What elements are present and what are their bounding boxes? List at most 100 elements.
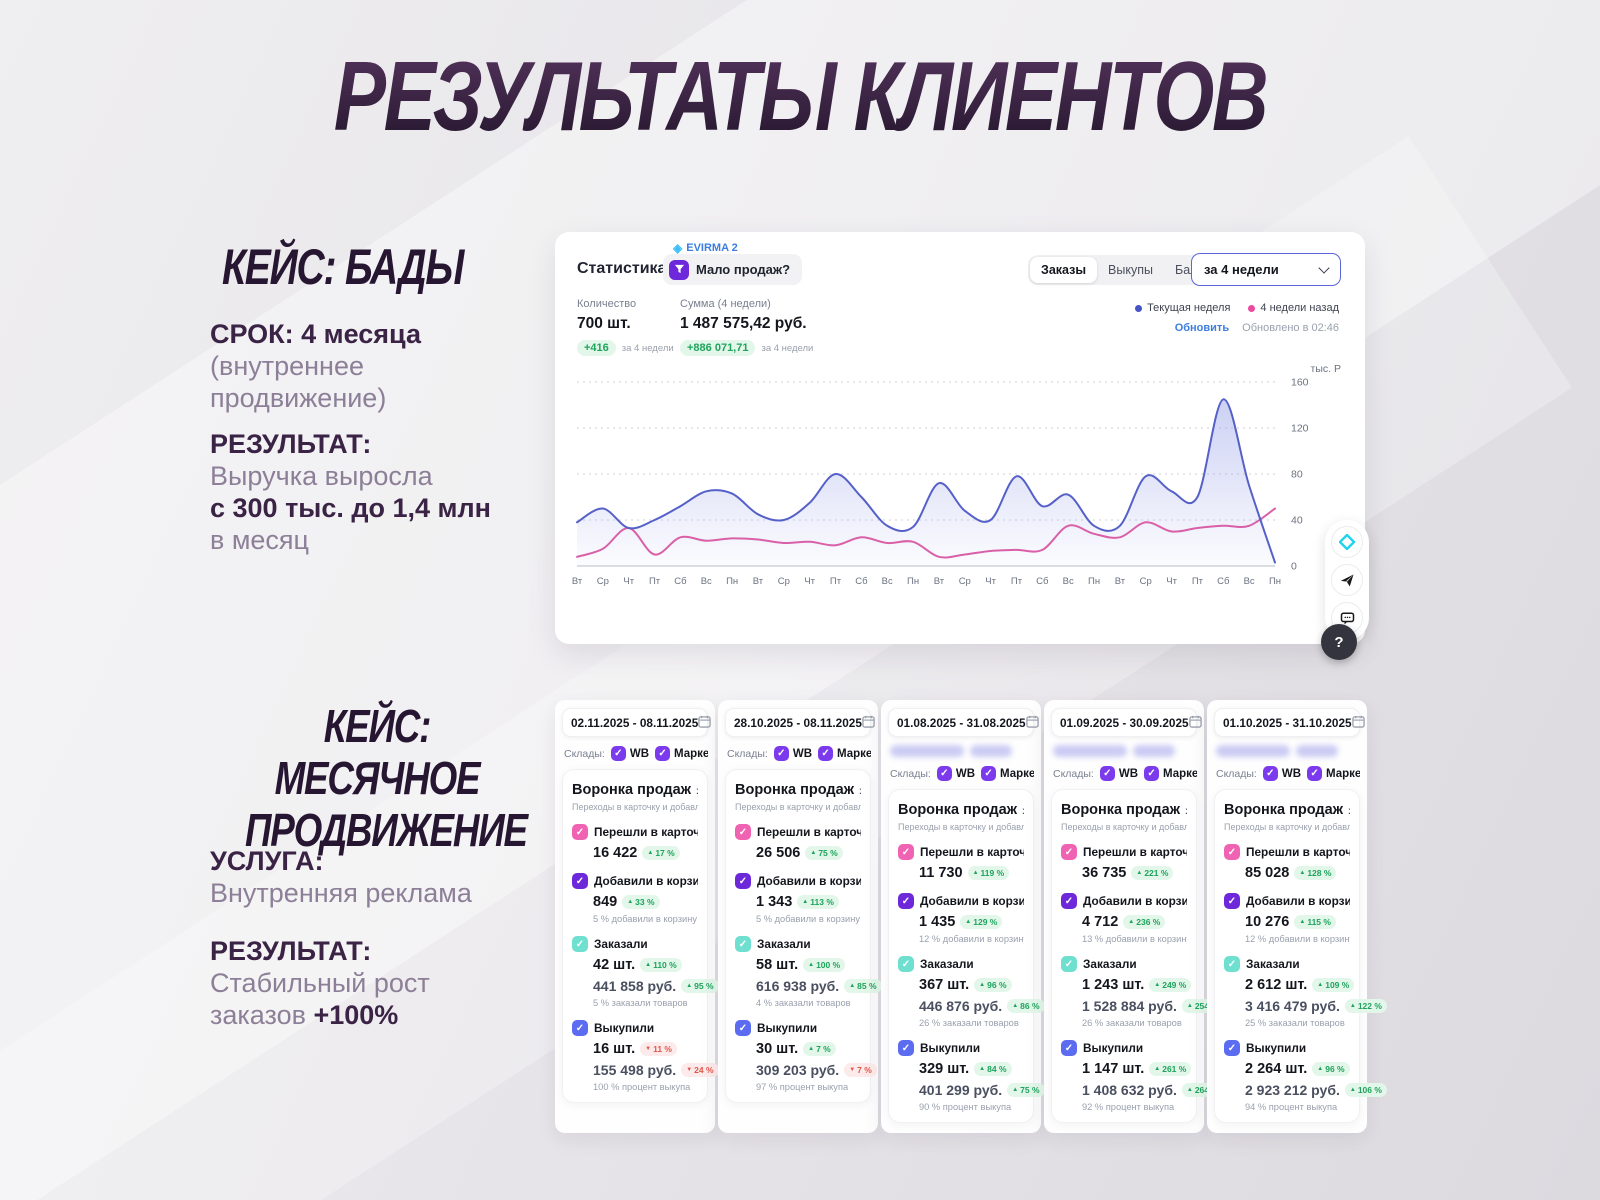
telegram-icon[interactable]: [1331, 564, 1363, 596]
step-delta-badge: ▲ 249 %: [1149, 978, 1192, 992]
funnel-step: ✓ Выкупили 1 147 шт. ▲ 261 % 1 408 632 руб…: [1061, 1040, 1224, 1112]
case1-result: РЕЗУЛЬТАТ: Выручка выросла с 300 тыс. до…: [210, 429, 491, 555]
step-note: 94 % процент выкупа: [1245, 1102, 1338, 1112]
funnel-title-link[interactable]: Воронка продаж›: [735, 782, 861, 798]
funnel-step: ✓ Перешли в карточку 85 028 ▲128 %: [1224, 844, 1350, 881]
step-value: 1 435: [919, 914, 956, 930]
step-checkbox[interactable]: ✓: [572, 873, 588, 889]
funnel-card: 01.09.2025 - 30.09.2025 Склады: ✓ WB ✓ М…: [1044, 700, 1224, 1133]
funnel-cards-row: 02.11.2025 - 08.11.2025 Склады: ✓ WB ✓ М…: [555, 700, 1387, 1133]
blurred-chip: [1053, 745, 1127, 757]
step-delta-badge: ▲ 85 %: [844, 979, 882, 993]
step-checkbox[interactable]: ✓: [572, 1020, 588, 1036]
step-checkbox[interactable]: ✓: [898, 1040, 914, 1056]
funnel-title-link[interactable]: Воронка продаж›: [1061, 802, 1187, 818]
step-name: Заказали: [757, 937, 811, 951]
case2-heading: КЕЙС: МЕСЯЧНОЕ ПРОДВИЖЕНИЕ: [245, 700, 528, 856]
date-range-picker[interactable]: 01.10.2025 - 31.10.2025: [1214, 708, 1365, 737]
funnel-title-link[interactable]: Воронка продаж›: [1224, 802, 1350, 818]
calendar-icon: [1351, 715, 1365, 731]
svg-text:Пт: Пт: [1011, 576, 1023, 587]
step-value: 85 028: [1245, 865, 1290, 881]
period-select[interactable]: за 4 недели: [1191, 253, 1341, 286]
step-checkbox[interactable]: ✓: [735, 824, 751, 840]
marketplace-checkbox[interactable]: ✓ Маркетплейс: [1307, 766, 1360, 781]
marketplace-checkbox[interactable]: ✓ Маркетплейс: [981, 766, 1034, 781]
step-checkbox[interactable]: ✓: [735, 873, 751, 889]
funnel-subtitle: Переходы в карточку и добавление в: [898, 822, 1024, 832]
funnel-card: 01.10.2025 - 31.10.2025 Склады: ✓ WB ✓ М…: [1207, 700, 1387, 1133]
chart-legend: Текущая неделя 4 недели назад: [1135, 302, 1339, 314]
step-delta-badge: ▼ 24 %: [681, 1063, 719, 1077]
app-logo-icon[interactable]: [1331, 526, 1363, 558]
wb-checkbox[interactable]: ✓ WB: [610, 746, 649, 761]
refresh-link[interactable]: Обновить: [1174, 322, 1230, 334]
step-name: Перешли в карточку: [1083, 845, 1187, 859]
step-note: 25 % заказали товаров: [1245, 1018, 1345, 1028]
tab-Заказы[interactable]: Заказы: [1030, 257, 1098, 283]
step-checkbox[interactable]: ✓: [898, 956, 914, 972]
funnel-step: ✓ Добавили в корзину 10 276 ▲115 % 12 % д…: [1224, 893, 1350, 944]
svg-text:Чт: Чт: [1166, 576, 1177, 587]
marketplace-checkbox[interactable]: ✓ Маркетплейс: [818, 746, 871, 761]
date-range-picker[interactable]: 01.09.2025 - 30.09.2025: [1051, 708, 1202, 737]
step-name: Добавили в корзину: [594, 874, 698, 888]
step-note: 100 % процент выкупа: [593, 1082, 691, 1092]
step-checkbox[interactable]: ✓: [572, 936, 588, 952]
help-button[interactable]: ?: [1321, 624, 1357, 660]
funnel-step: ✓ Перешли в карточку 36 735 ▲221 %: [1061, 844, 1187, 881]
step-name: Выкупили: [757, 1021, 818, 1035]
date-range-picker[interactable]: 01.08.2025 - 31.08.2025: [888, 708, 1039, 737]
chat-icon[interactable]: [1331, 602, 1363, 634]
step-checkbox[interactable]: ✓: [735, 936, 751, 952]
delta-badge: +886 071,71: [680, 340, 756, 356]
sales-funnel-panel: Воронка продаж› Переходы в карточку и до…: [562, 769, 719, 1103]
step-checkbox[interactable]: ✓: [735, 1020, 751, 1036]
evirma-brand: ◈ EVIRMA 2: [673, 241, 738, 255]
blurred-chip: [969, 745, 1013, 757]
tab-Выкупы[interactable]: Выкупы: [1108, 263, 1153, 277]
step-checkbox[interactable]: ✓: [1061, 893, 1077, 909]
warehouses-row: Склады: ✓ WB ✓ Маркетплейс: [890, 766, 1034, 781]
step-delta-badge: ▲ 261 %: [1149, 1062, 1192, 1076]
wb-checkbox[interactable]: ✓ WB: [1262, 766, 1301, 781]
step-value-rub: 309 203 руб.: [756, 1062, 840, 1078]
wb-checkbox[interactable]: ✓ WB: [936, 766, 975, 781]
step-checkbox[interactable]: ✓: [1061, 956, 1077, 972]
step-checkbox[interactable]: ✓: [1061, 1040, 1077, 1056]
svg-text:Чт: Чт: [985, 576, 996, 587]
marketplace-checkbox[interactable]: ✓ Маркетплейс: [1144, 766, 1197, 781]
low-sales-button[interactable]: Мало продаж?: [663, 254, 803, 285]
step-checkbox[interactable]: ✓: [1224, 956, 1240, 972]
step-checkbox[interactable]: ✓: [1224, 893, 1240, 909]
funnel-subtitle: Переходы в карточку и добавление в: [1224, 822, 1350, 832]
step-checkbox[interactable]: ✓: [898, 893, 914, 909]
blurred-chip: [1216, 745, 1290, 757]
step-delta-badge: ▲ 221 %: [1131, 866, 1174, 880]
step-checkbox[interactable]: ✓: [1224, 1040, 1240, 1056]
refresh-row: Обновить Обновлено в 02:46: [1175, 322, 1339, 334]
funnel-title-link[interactable]: Воронка продаж›: [572, 782, 698, 798]
calendar-icon: [1188, 715, 1202, 731]
step-checkbox[interactable]: ✓: [572, 824, 588, 840]
date-range-picker[interactable]: 28.10.2025 - 08.11.2025: [725, 708, 875, 737]
step-note: 5 % добавили в корзину: [593, 914, 697, 924]
date-range-picker[interactable]: 02.11.2025 - 08.11.2025: [562, 708, 711, 737]
step-delta-badge: ▲ 95 %: [681, 979, 719, 993]
step-name: Заказали: [920, 957, 974, 971]
marketplace-checkbox[interactable]: ✓ Маркетплейс: [655, 746, 708, 761]
step-value: 36 735: [1082, 865, 1127, 881]
step-name: Выкупили: [920, 1041, 981, 1055]
wb-checkbox[interactable]: ✓ WB: [1099, 766, 1138, 781]
step-note: 92 % процент выкупа: [1082, 1102, 1175, 1112]
wb-checkbox[interactable]: ✓ WB: [773, 746, 812, 761]
step-checkbox[interactable]: ✓: [898, 844, 914, 860]
delta-badge: +416: [577, 340, 616, 356]
step-checkbox[interactable]: ✓: [1061, 844, 1077, 860]
step-checkbox[interactable]: ✓: [1224, 844, 1240, 860]
svg-text:Пн: Пн: [907, 576, 919, 587]
step-delta-badge: ▲ 96 %: [1312, 1062, 1350, 1076]
funnel-title-link[interactable]: Воронка продаж›: [898, 802, 1024, 818]
checkbox-checked-icon: ✓: [1144, 766, 1160, 781]
step-name: Заказали: [594, 937, 648, 951]
